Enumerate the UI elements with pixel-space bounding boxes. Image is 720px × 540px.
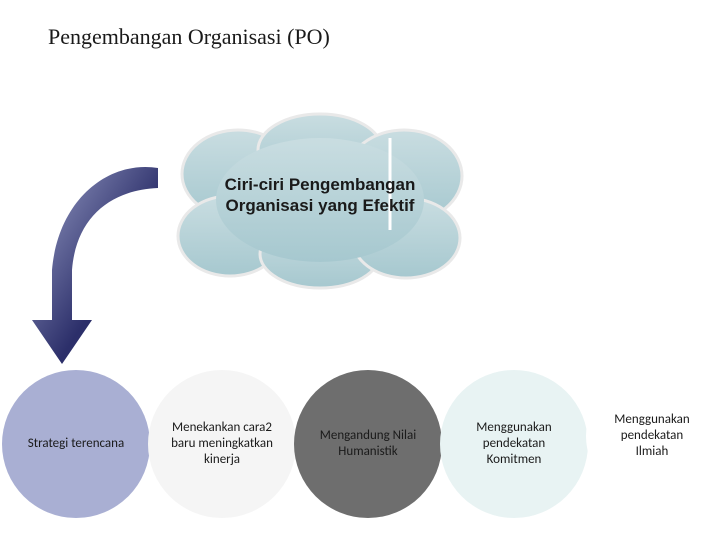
circle-label: Menggunakan pendekatan Ilmiah [604, 412, 700, 461]
circle-ilmiah: Menggunakan pendekatan Ilmiah [586, 370, 718, 502]
circle-komitmen: Menggunakan pendekatan Komitmen [440, 370, 588, 518]
page-title: Pengembangan Organisasi (PO) [48, 24, 330, 50]
circle-menekankan: Menekankan cara2 baru meningkatkan kiner… [148, 370, 296, 518]
circles-row: Strategi terencana Menekankan cara2 baru… [0, 370, 720, 520]
circle-label: Menggunakan pendekatan Komitmen [458, 420, 570, 469]
arrow-body [32, 167, 158, 364]
circle-label: Strategi terencana [28, 436, 124, 452]
circle-label: Mengandung Nilai Humanistik [312, 428, 424, 461]
cloud-shape: Ciri-ciri Pengembangan Organisasi yang E… [160, 110, 480, 290]
circle-humanistik: Mengandung Nilai Humanistik [294, 370, 442, 518]
circle-strategi: Strategi terencana [2, 370, 150, 518]
cloud-title: Ciri-ciri Pengembangan Organisasi yang E… [210, 174, 430, 217]
circle-label: Menekankan cara2 baru meningkatkan kiner… [166, 420, 278, 469]
curved-arrow [28, 150, 178, 370]
